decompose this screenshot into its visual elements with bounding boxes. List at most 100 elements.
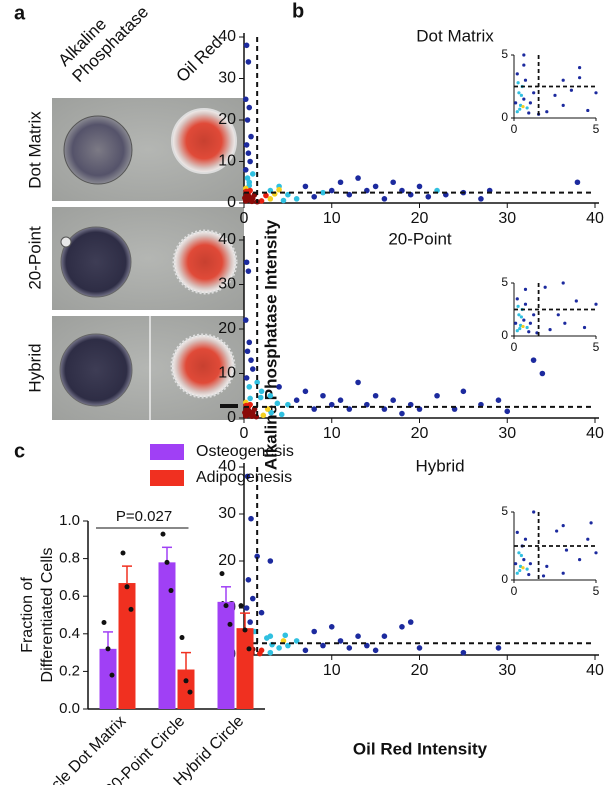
point (243, 42, 250, 49)
replicate-point (164, 559, 170, 565)
bar (99, 648, 117, 709)
replicate-point (246, 646, 252, 652)
point (320, 642, 326, 649)
point (274, 400, 281, 407)
legend-label: Adipogenesis (196, 469, 292, 486)
point (254, 553, 260, 560)
point (311, 628, 318, 635)
point (254, 379, 260, 386)
inset-point (522, 63, 526, 67)
x-tick-label: 5 (593, 584, 600, 598)
y-tick-label: 40 (218, 231, 236, 248)
x-tick-label: 40 (586, 662, 604, 679)
point (355, 633, 361, 639)
x-tick-label: 30 (498, 662, 516, 679)
point (390, 397, 396, 404)
point (248, 515, 254, 522)
y-tick-label: 30 (218, 70, 236, 87)
point (530, 357, 537, 363)
x-tick-label: 10 (323, 425, 341, 442)
inset-point (528, 101, 533, 105)
replicate-point (223, 603, 229, 609)
replicate-point (187, 689, 193, 695)
point (416, 645, 423, 651)
point (249, 595, 256, 602)
point (249, 366, 256, 372)
micrographs (52, 98, 244, 420)
point (328, 401, 335, 408)
point (245, 268, 252, 274)
inset-point (543, 285, 547, 289)
point (245, 59, 252, 65)
panel-label: b (292, 0, 304, 22)
x-tick-label: 0 (240, 425, 249, 442)
inset-point (521, 324, 525, 329)
point (257, 394, 264, 401)
replicate-point (128, 606, 134, 612)
x-tick-label: 30 (498, 425, 516, 442)
point (280, 197, 287, 204)
cell (170, 333, 236, 399)
point (247, 619, 253, 625)
inset-point (545, 564, 549, 569)
inset-point (548, 328, 552, 332)
replicate-point (227, 621, 233, 627)
x-tick-label: 0 (511, 122, 518, 136)
point (539, 370, 546, 377)
point (372, 183, 379, 190)
inset-point (528, 562, 533, 566)
inset-point (518, 323, 523, 327)
replicate-point (219, 571, 225, 577)
point (247, 158, 253, 165)
debris (60, 236, 72, 248)
inset-point (574, 299, 578, 303)
x-tick-label: 0 (511, 340, 518, 354)
point (245, 407, 251, 413)
inset-point (515, 72, 519, 76)
inset-point (578, 558, 582, 562)
y-tick-label: 20 (218, 552, 236, 569)
point (416, 183, 423, 190)
x-tick-label: 40 (586, 210, 604, 227)
inset-point (523, 287, 528, 291)
point (263, 192, 269, 199)
y-tick-label: 0 (227, 409, 236, 426)
point (346, 645, 353, 651)
replicate-point (124, 584, 130, 590)
inset-point (515, 297, 519, 301)
inset-point (515, 530, 519, 535)
x-tick-label: 5 (593, 340, 600, 354)
point (246, 384, 253, 390)
replicate-point (105, 646, 111, 652)
annotation: P=0.027 (116, 508, 172, 525)
y-tick-label: 0.0 (59, 700, 80, 717)
bar (177, 669, 195, 709)
replicate-point (109, 672, 115, 678)
inset-point (517, 313, 521, 317)
panel-label: c (14, 440, 25, 462)
y-tick-label: 40 (218, 28, 236, 45)
replicate-point (120, 550, 126, 556)
inset-point (561, 524, 565, 528)
y-tick-label: 30 (218, 505, 236, 522)
y-tick-label: 0 (501, 328, 508, 342)
point (337, 179, 344, 186)
inset-point (518, 568, 522, 573)
point (407, 619, 414, 625)
point (460, 388, 467, 395)
inset-point (516, 304, 520, 308)
inset-point (528, 321, 533, 325)
inset-point (519, 315, 523, 319)
inset-point (515, 110, 519, 114)
point (276, 384, 282, 390)
point (328, 624, 335, 630)
replicate-point (168, 588, 174, 594)
replicate-point (179, 635, 185, 641)
replicate-point (242, 627, 248, 633)
inset-point (553, 93, 557, 97)
point (247, 395, 253, 402)
point (278, 411, 285, 418)
y-tick-label: 5 (501, 275, 508, 289)
y-tick-label: 0.4 (59, 625, 80, 642)
point (399, 624, 405, 630)
